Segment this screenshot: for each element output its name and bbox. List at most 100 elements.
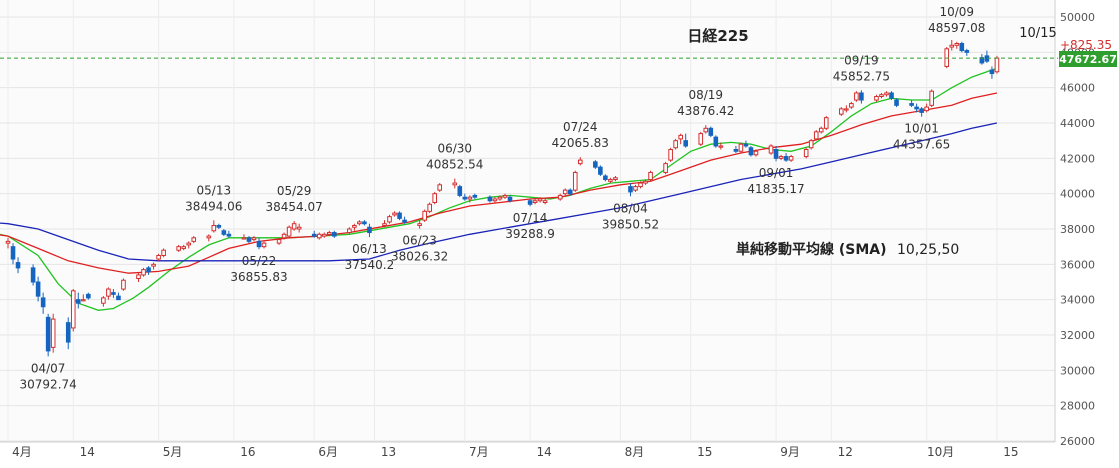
y-tick-label: 26000 xyxy=(1060,435,1095,448)
annotation-date: 05/29 xyxy=(277,184,312,198)
candle-body xyxy=(839,108,844,115)
annotations: 04/0730792.7405/1338494.0605/2236855.830… xyxy=(20,5,986,392)
candle-body xyxy=(332,232,337,237)
candle xyxy=(557,193,563,201)
y-tick-label: 36000 xyxy=(1060,258,1095,271)
candle-body xyxy=(909,103,914,106)
x-tick-label: 15 xyxy=(1003,445,1018,459)
x-tick-label: 8月 xyxy=(625,445,645,459)
candle-body xyxy=(577,159,583,165)
candle xyxy=(889,91,894,101)
candle-body xyxy=(241,237,247,240)
candle xyxy=(698,131,704,146)
candle-body xyxy=(708,127,714,136)
candle xyxy=(593,160,598,169)
candle xyxy=(81,294,86,302)
candle-body xyxy=(432,193,437,204)
candle-body xyxy=(462,196,468,200)
candle-body xyxy=(191,237,197,242)
candle-body xyxy=(718,145,724,148)
candle-body xyxy=(367,226,372,234)
chart-title: 日経225 xyxy=(687,27,748,45)
candle xyxy=(713,135,719,148)
candle-body xyxy=(387,216,392,223)
candle-body xyxy=(813,131,819,140)
sma-50-line xyxy=(0,122,998,262)
candle-body xyxy=(823,117,829,129)
candle xyxy=(30,264,36,286)
candle xyxy=(748,145,754,157)
candle-body xyxy=(678,134,683,140)
sma-25-line xyxy=(0,92,998,274)
candle-body xyxy=(116,295,121,301)
annotation: 06/30 40852.54 xyxy=(426,142,483,172)
candle xyxy=(156,253,161,261)
candle xyxy=(608,177,613,184)
candle-body xyxy=(808,140,814,149)
candle-body xyxy=(472,194,478,198)
candle xyxy=(668,147,673,162)
x-tick-label: 13 xyxy=(381,445,396,459)
candle xyxy=(643,179,648,185)
candle xyxy=(497,195,503,201)
candle xyxy=(633,184,638,192)
candle-body xyxy=(141,269,146,276)
candle-body xyxy=(492,198,498,202)
annotation-value: 39850.52 xyxy=(602,217,659,231)
candle xyxy=(803,147,809,159)
annotation: 07/24 42065.83 xyxy=(552,120,609,150)
candles xyxy=(5,39,1000,357)
candle-body xyxy=(919,108,924,113)
candle xyxy=(472,193,478,199)
candle-body xyxy=(613,177,618,181)
y-tick-label: 50000 xyxy=(1060,11,1095,24)
candle-body xyxy=(788,156,794,161)
annotation-date: 09/01 xyxy=(759,166,794,180)
candle-body xyxy=(593,161,598,168)
x-tick-label: 10月 xyxy=(927,445,954,459)
candle-body xyxy=(111,292,116,295)
candle-body xyxy=(879,94,884,97)
candle-body xyxy=(186,242,192,246)
annotation-date: 06/30 xyxy=(437,142,472,156)
candle xyxy=(116,292,121,301)
candle xyxy=(432,191,437,205)
candle-body xyxy=(773,149,779,159)
candle-body xyxy=(291,223,297,230)
candle-body xyxy=(276,239,282,244)
candle xyxy=(577,157,583,166)
candle xyxy=(286,225,292,238)
annotation-date: 05/22 xyxy=(242,254,277,268)
candle-body xyxy=(467,196,473,200)
candle xyxy=(50,313,56,353)
annotation: 06/23 38026.32 xyxy=(391,234,448,264)
candle xyxy=(738,142,744,154)
annotation: 09/19 45852.75 xyxy=(833,53,890,83)
y-tick-label: 34000 xyxy=(1060,294,1095,307)
candle xyxy=(874,94,879,102)
candle xyxy=(216,223,222,229)
candle-body xyxy=(487,196,493,202)
candle-body xyxy=(452,182,458,186)
candle xyxy=(101,296,106,307)
annotation-date: 10/01 xyxy=(904,122,939,136)
candle xyxy=(949,39,955,51)
candle-body xyxy=(81,299,86,302)
candle xyxy=(839,107,844,116)
candle-body xyxy=(497,196,503,200)
candle-body xyxy=(753,150,759,156)
candle-body xyxy=(316,233,322,239)
candle-body xyxy=(818,127,824,133)
candle xyxy=(176,244,181,252)
candle-body xyxy=(422,210,427,221)
candle xyxy=(678,133,683,145)
candle xyxy=(638,181,643,189)
candle-body xyxy=(713,136,719,147)
indicator-label: 単純移動平均線 (SMA) 10,25,50 xyxy=(736,241,959,258)
annotation: 08/04 39850.52 xyxy=(602,201,659,231)
annotation-date: 04/07 xyxy=(31,361,66,375)
candle-body xyxy=(959,43,965,52)
y-tick-label: 40000 xyxy=(1060,188,1095,201)
candle-body xyxy=(161,249,166,256)
candle-body xyxy=(206,235,212,239)
